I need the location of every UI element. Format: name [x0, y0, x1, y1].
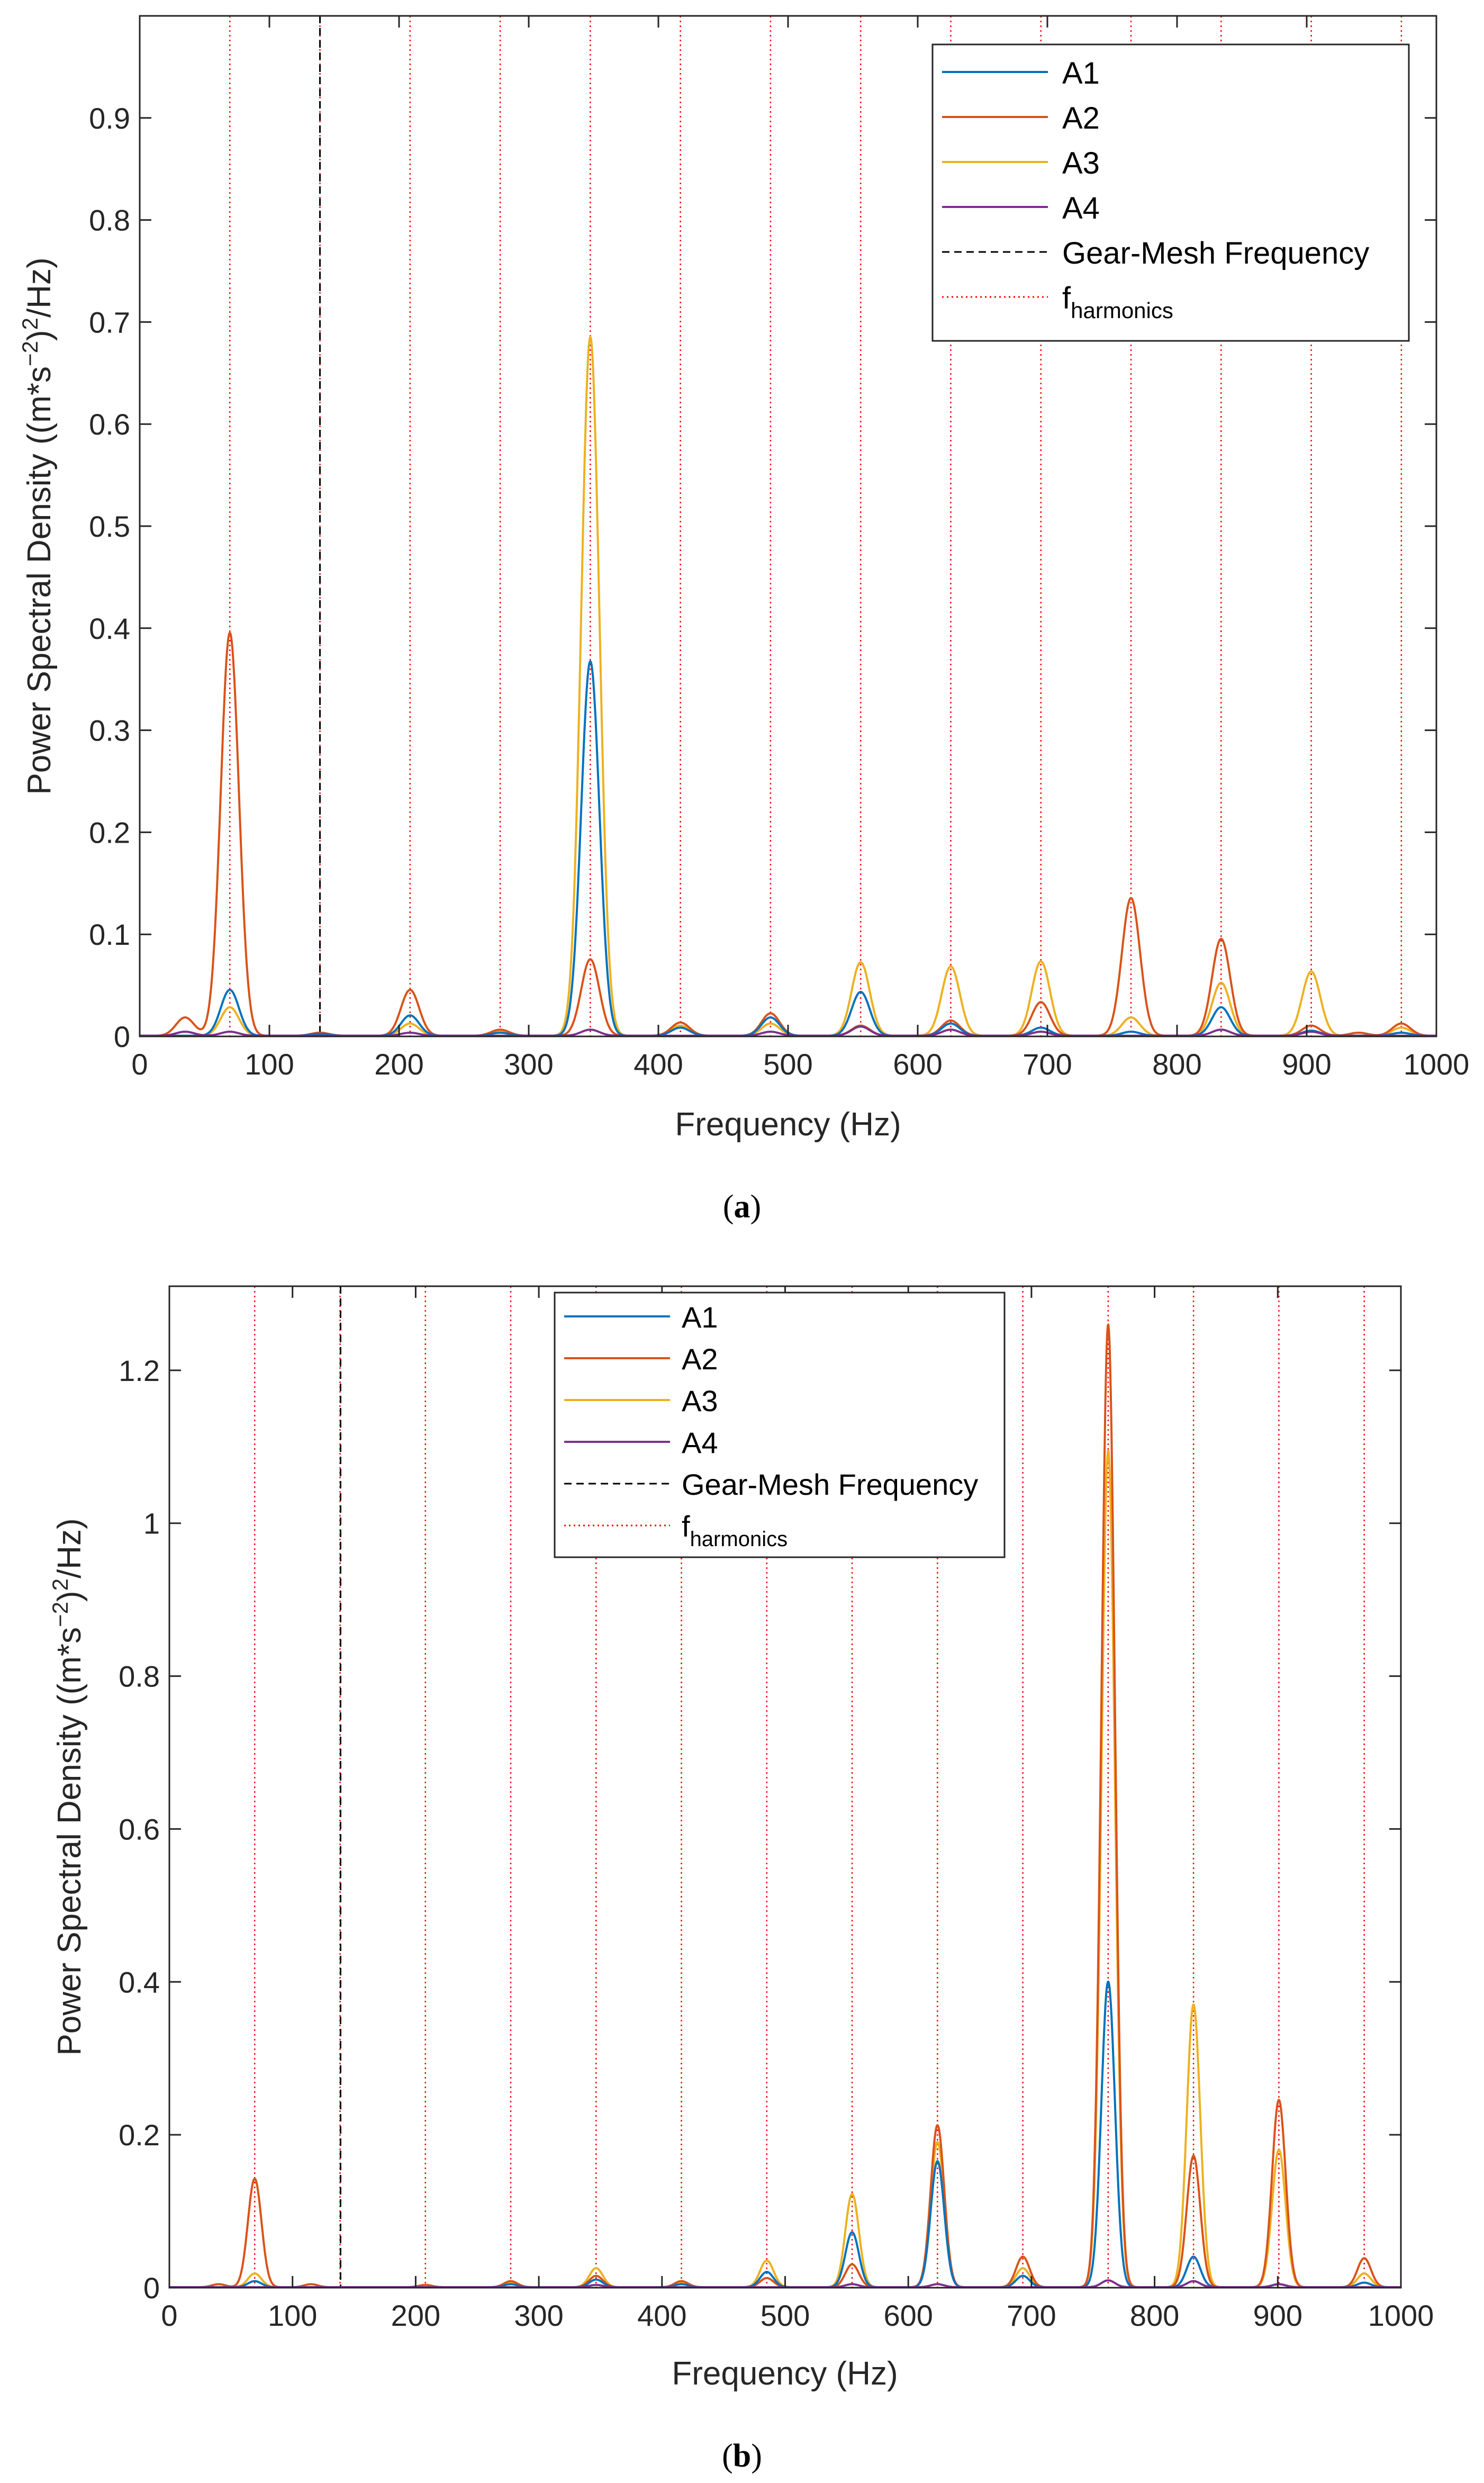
x-tick-label: 600: [883, 2299, 933, 2332]
y-tick-label: 1: [143, 1507, 160, 1540]
legend-label-gmf: Gear-Mesh Frequency: [1062, 236, 1369, 270]
x-tick-label: 400: [634, 1048, 683, 1081]
legend-label-a1: A1: [682, 1301, 718, 1334]
legend: A1 A2 A3 A4 Gear-Mesh Frequency fharmoni…: [555, 1293, 1005, 1557]
x-tick-label: 1000: [1404, 1048, 1470, 1081]
y-tick-label: 0.8: [89, 204, 130, 237]
x-tick-label: 300: [504, 1048, 553, 1081]
y-tick-label: 0.5: [89, 510, 130, 543]
x-tick-label: 800: [1152, 1048, 1201, 1081]
y-tick-label: 0.6: [89, 408, 130, 441]
x-tick-label: 500: [761, 2299, 810, 2332]
x-tick-label: 100: [245, 1048, 294, 1081]
legend-label-a2: A2: [682, 1342, 718, 1376]
y-tick-label: 0.2: [89, 816, 130, 849]
x-tick-label: 0: [161, 2299, 177, 2332]
caption-a: (a): [723, 1189, 761, 1225]
x-tick-label: 300: [514, 2299, 563, 2332]
y-tick-label: 1.2: [119, 1354, 160, 1387]
x-tick-label: 800: [1130, 2299, 1179, 2332]
y-tick-label: 0.4: [119, 1965, 160, 1999]
y-tick-label: 0.7: [89, 305, 130, 339]
legend-box: [555, 1293, 1005, 1557]
x-tick-label: 100: [268, 2299, 317, 2332]
figure: 0 100 200 300 400 500 600 700 800 900 100000.10.20…: [0, 0, 1484, 2483]
y-tick-label: 0.9: [89, 102, 130, 135]
x-tick-label: 500: [763, 1048, 812, 1081]
legend-label-a4: A4: [1062, 191, 1100, 225]
y-tick-label: 0: [114, 1020, 130, 1053]
legend-label-a4: A4: [682, 1426, 718, 1459]
x-tick-label: 1000: [1368, 2299, 1434, 2332]
y-tick-label: 0.4: [89, 612, 130, 645]
x-tick-label: 700: [1022, 1048, 1072, 1081]
y-tick-label: 0.3: [89, 714, 130, 747]
legend-label-a1: A1: [1062, 56, 1100, 91]
legend-label-a2: A2: [1062, 101, 1100, 136]
x-tick-label: 200: [374, 1048, 423, 1081]
x-tick-label: 600: [893, 1048, 942, 1081]
caption-b: (b): [722, 2438, 762, 2474]
legend: A1 A2 A3 A4 Gear-Mesh Frequency fharmoni…: [933, 44, 1409, 341]
x-axis-label: Frequency (Hz): [675, 1106, 901, 1143]
y-tick-label: 0.2: [119, 2118, 160, 2152]
y-tick-label: 0: [143, 2271, 160, 2305]
y-tick-label: 0.1: [89, 918, 130, 951]
x-tick-label: 400: [637, 2299, 686, 2332]
x-axis-label: Frequency (Hz): [672, 2355, 898, 2392]
y-tick-label: 0.6: [119, 1812, 160, 1846]
x-tick-label: 900: [1253, 2299, 1302, 2332]
legend-label-gmf: Gear-Mesh Frequency: [682, 1468, 978, 1501]
x-tick-label: 700: [1007, 2299, 1056, 2332]
legend-label-a3: A3: [1062, 146, 1100, 180]
y-axis-label: Power Spectral Density ((m*s−2)2/Hz): [48, 1518, 88, 2055]
x-tick-label: 900: [1282, 1048, 1331, 1081]
y-tick-label: 0.8: [119, 1660, 160, 1693]
y-axis-label: Power Spectral Density ((m*s−2)2/Hz): [17, 257, 58, 794]
x-tick-label: 0: [131, 1048, 148, 1081]
legend-label-a3: A3: [682, 1384, 718, 1417]
x-tick-label: 200: [391, 2299, 440, 2332]
